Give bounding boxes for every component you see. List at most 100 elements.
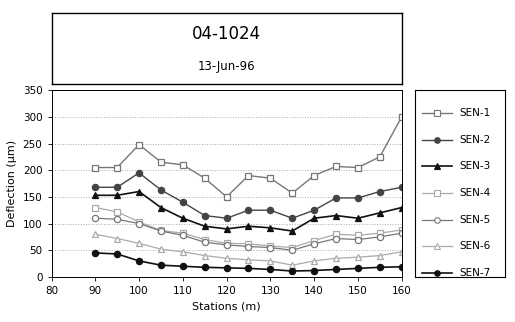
SEN-3	[136, 190, 142, 194]
SEN-2	[289, 216, 296, 220]
SEN-5	[289, 248, 296, 252]
SEN-4	[311, 239, 317, 242]
SEN-5	[355, 238, 361, 242]
Line: SEN-7: SEN-7	[92, 250, 405, 274]
SEN-2	[245, 208, 251, 212]
SEN-7	[289, 269, 296, 273]
SEN-7	[92, 251, 98, 255]
SEN-4	[136, 220, 142, 224]
SEN-1	[180, 163, 186, 167]
SEN-5	[136, 222, 142, 225]
SEN-3	[180, 216, 186, 220]
Line: SEN-3: SEN-3	[92, 188, 405, 234]
SEN-2	[136, 171, 142, 175]
SEN-7	[180, 264, 186, 268]
SEN-7	[114, 252, 121, 256]
Text: SEN-4: SEN-4	[460, 188, 491, 198]
SEN-7	[311, 269, 317, 272]
SEN-2	[267, 208, 273, 212]
SEN-7	[202, 265, 208, 269]
Text: SEN-5: SEN-5	[460, 214, 491, 224]
SEN-6	[355, 255, 361, 259]
SEN-7	[136, 259, 142, 263]
SEN-6	[114, 237, 121, 241]
SEN-4	[377, 231, 383, 235]
SEN-3	[158, 206, 164, 210]
SEN-2	[377, 190, 383, 194]
SEN-1	[245, 174, 251, 177]
SEN-6	[136, 242, 142, 245]
SEN-3	[224, 227, 230, 231]
SEN-3	[355, 216, 361, 220]
SEN-5	[333, 237, 339, 241]
SEN-6	[311, 259, 317, 263]
SEN-7	[224, 266, 230, 270]
SEN-6	[245, 258, 251, 262]
SEN-3	[114, 193, 121, 197]
Text: SEN-1: SEN-1	[460, 108, 491, 118]
SEN-1	[311, 174, 317, 177]
SEN-2	[180, 200, 186, 204]
X-axis label: Stations (m): Stations (m)	[192, 301, 261, 311]
SEN-6	[202, 254, 208, 258]
SEN-5	[92, 216, 98, 220]
SEN-1	[399, 115, 405, 119]
SEN-3	[92, 193, 98, 197]
SEN-1	[267, 176, 273, 180]
SEN-2	[399, 185, 405, 189]
SEN-1	[333, 165, 339, 168]
SEN-4	[267, 244, 273, 248]
SEN-1	[355, 166, 361, 169]
SEN-3	[245, 224, 251, 228]
Line: SEN-5: SEN-5	[92, 215, 405, 253]
SEN-6	[267, 259, 273, 263]
SEN-6	[289, 263, 296, 267]
Y-axis label: Deflection (μm): Deflection (μm)	[7, 140, 17, 227]
SEN-5	[224, 243, 230, 247]
SEN-6	[224, 256, 230, 260]
SEN-7	[158, 263, 164, 267]
SEN-4	[289, 246, 296, 250]
SEN-7	[333, 268, 339, 271]
SEN-4	[202, 238, 208, 242]
SEN-4	[92, 206, 98, 210]
SEN-5	[114, 217, 121, 221]
SEN-7	[399, 265, 405, 269]
SEN-3	[311, 216, 317, 220]
SEN-5	[377, 235, 383, 239]
SEN-4	[114, 210, 121, 214]
SEN-2	[311, 208, 317, 212]
SEN-5	[202, 240, 208, 244]
SEN-2	[92, 185, 98, 189]
SEN-4	[399, 228, 405, 232]
SEN-5	[180, 233, 186, 237]
SEN-7	[267, 268, 273, 271]
Text: 04-1024: 04-1024	[192, 25, 261, 43]
SEN-5	[245, 245, 251, 249]
SEN-6	[333, 256, 339, 260]
SEN-1	[202, 176, 208, 180]
SEN-2	[158, 188, 164, 192]
SEN-1	[224, 195, 230, 199]
SEN-2	[224, 216, 230, 220]
SEN-1	[158, 160, 164, 164]
SEN-6	[180, 250, 186, 254]
SEN-3	[399, 206, 405, 210]
SEN-3	[267, 226, 273, 230]
SEN-3	[202, 224, 208, 228]
Text: SEN-6: SEN-6	[460, 241, 491, 251]
SEN-4	[158, 229, 164, 232]
SEN-6	[92, 232, 98, 236]
Line: SEN-4: SEN-4	[92, 204, 405, 251]
Line: SEN-6: SEN-6	[92, 231, 405, 268]
SEN-2	[333, 196, 339, 200]
SEN-4	[224, 242, 230, 245]
Text: SEN-3: SEN-3	[460, 161, 491, 171]
SEN-6	[158, 247, 164, 251]
SEN-3	[289, 229, 296, 233]
SEN-2	[355, 196, 361, 200]
SEN-2	[114, 185, 121, 189]
SEN-7	[377, 265, 383, 269]
SEN-6	[377, 254, 383, 258]
SEN-4	[180, 231, 186, 235]
